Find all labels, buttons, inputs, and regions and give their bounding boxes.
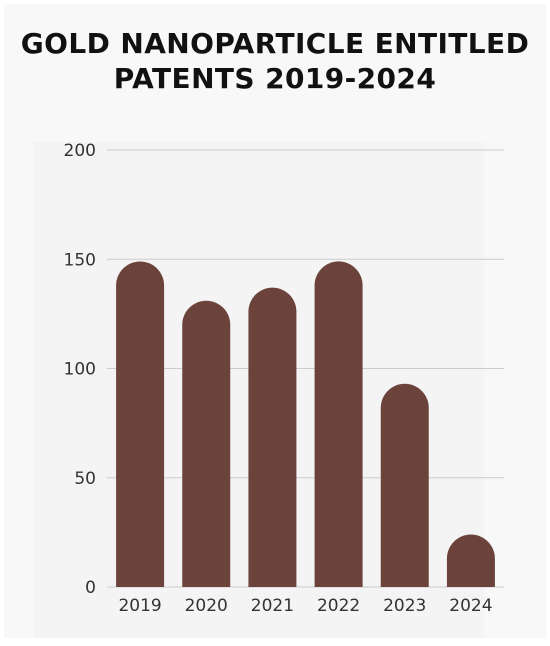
bar-2019 [116,261,165,587]
y-axis-tick-labels: 0 50 100 150 200 [64,141,96,598]
bar-2022 [314,261,363,587]
x-tick-label-2021: 2021 [251,596,294,616]
bar-2020 [182,300,231,587]
y-tick-label-0: 0 [85,578,96,598]
x-tick-label-2023: 2023 [383,596,426,616]
gridlines [107,149,504,588]
x-tick-label-2022: 2022 [317,596,360,616]
x-tick-label-2024: 2024 [449,596,492,616]
x-axis-tick-labels: 2019 2020 2021 2022 2023 2024 [118,596,492,616]
y-tick-label-50: 50 [74,469,96,489]
y-tick-label-150: 150 [64,250,96,270]
x-tick-label-2019: 2019 [118,596,161,616]
bar-2021 [248,287,297,587]
bar-2023 [380,383,429,587]
bar-2024 [446,534,495,587]
y-tick-label-200: 200 [64,141,96,161]
chart-title: GOLD NANOPARTICLE ENTITLED PATENTS 2019-… [20,27,530,95]
x-tick-label-2020: 2020 [185,596,228,616]
y-tick-label-100: 100 [64,360,96,380]
bars [116,261,495,587]
